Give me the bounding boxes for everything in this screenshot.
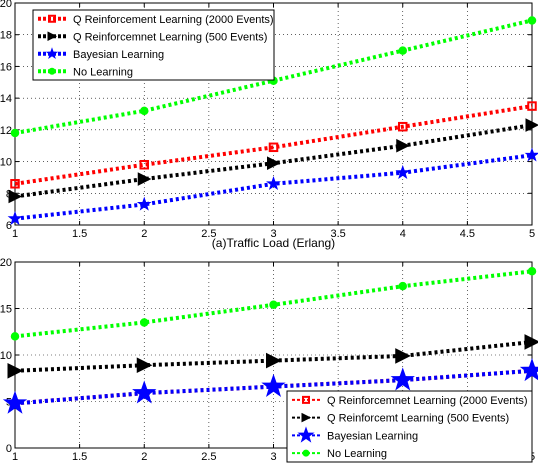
legend-label: Bayesian Learning	[73, 49, 164, 61]
legend-marker	[302, 449, 310, 457]
legend-marker	[45, 47, 59, 60]
data-point	[524, 334, 538, 350]
x-tick-label: 1	[12, 451, 18, 463]
legend-box	[32, 9, 275, 81]
data-point	[10, 179, 20, 189]
data-point	[266, 175, 281, 191]
legend-label: Bayesian Learning	[327, 430, 418, 442]
data-point	[10, 128, 20, 138]
chart-1: 11.522.533.544.5568101214161820(a)Traffi…	[0, 0, 538, 250]
data-point	[261, 373, 286, 397]
data-point	[267, 156, 281, 170]
x-tick-label: 3	[270, 451, 276, 463]
x-tick-label: 2	[141, 451, 147, 463]
data-point	[269, 300, 278, 310]
y-tick-label: 10	[0, 350, 12, 362]
x-tick-label: 4	[400, 228, 406, 240]
data-point	[395, 348, 411, 364]
data-point	[140, 106, 149, 116]
x-tick-label: 2.5	[201, 451, 216, 463]
x-tick-label: 1	[12, 228, 18, 240]
data-point	[132, 380, 157, 404]
x-tick-label: 5	[529, 228, 535, 240]
legend-marker	[48, 14, 56, 23]
data-point	[136, 196, 152, 211]
data-point	[2, 390, 28, 414]
data-point	[527, 16, 537, 25]
legend-marker	[301, 412, 312, 423]
data-point	[7, 363, 24, 379]
data-point	[398, 121, 408, 132]
data-point	[7, 210, 23, 225]
data-point	[396, 138, 410, 153]
legend: Q Reinforcemnet Learning (2000 Events) Q …	[286, 390, 533, 463]
series-group	[2, 267, 538, 414]
data-point	[524, 147, 538, 162]
legend-marker	[302, 395, 310, 404]
data-point	[140, 318, 149, 327]
legend-label: No Learning	[73, 66, 133, 78]
y-tick-label: 16	[0, 61, 12, 73]
x-tick-label: 3	[270, 228, 276, 240]
legend-label: No Learning	[327, 448, 387, 460]
legend-marker	[47, 31, 58, 42]
x-tick-label: 1.5	[72, 228, 87, 240]
data-point	[398, 46, 407, 55]
y-tick-label: 18	[0, 30, 12, 42]
data-point	[395, 164, 411, 179]
series-line	[14, 18, 533, 135]
data-point	[10, 332, 20, 341]
legend-marker	[48, 67, 56, 75]
x-tick-label: 4.5	[460, 228, 475, 240]
x-tick-label: 2.5	[201, 228, 216, 240]
data-point	[268, 142, 279, 153]
data-point	[137, 172, 152, 186]
data-point	[527, 101, 537, 111]
x-tick-label: 2	[141, 228, 147, 240]
data-point	[139, 159, 149, 170]
data-point	[525, 118, 538, 132]
y-tick-label: 0	[6, 443, 12, 455]
x-axis-label: (a)Traffic Load (Erlang)	[212, 236, 335, 250]
legend-label: Q Reinforcemt Learning (500 Events)	[327, 413, 509, 425]
chart-2: 11.522.533.544.5505101520Q Reinforcemnet…	[0, 257, 538, 463]
y-tick-label: 12	[0, 125, 12, 137]
data-point	[8, 189, 23, 204]
y-tick-label: 20	[0, 257, 12, 269]
y-tick-label: 15	[0, 304, 12, 316]
data-point	[398, 281, 407, 291]
y-tick-label: 20	[0, 0, 12, 10]
x-tick-label: 3.5	[330, 228, 345, 240]
data-point	[527, 267, 537, 276]
legend-label: Q Reinforcemnet Learning (500 Events)	[73, 31, 267, 43]
legend-label: Q Reinforcemnet Learning (2000 Events)	[327, 395, 528, 407]
legend-box	[286, 390, 533, 463]
y-tick-label: 6	[6, 220, 12, 232]
legend-label: Q Reinforcement Learning (2000 Events)	[73, 14, 274, 26]
data-point	[266, 352, 282, 369]
data-point	[390, 367, 415, 391]
y-tick-label: 14	[0, 93, 12, 105]
y-tick-label: 10	[0, 157, 12, 169]
data-point	[519, 358, 538, 382]
legend-marker	[297, 426, 315, 443]
series-group	[7, 16, 538, 225]
x-tick-label: 1.5	[72, 451, 87, 463]
legend: Q Reinforcement Learning (2000 Events) Q …	[32, 9, 275, 81]
data-point	[136, 357, 153, 374]
